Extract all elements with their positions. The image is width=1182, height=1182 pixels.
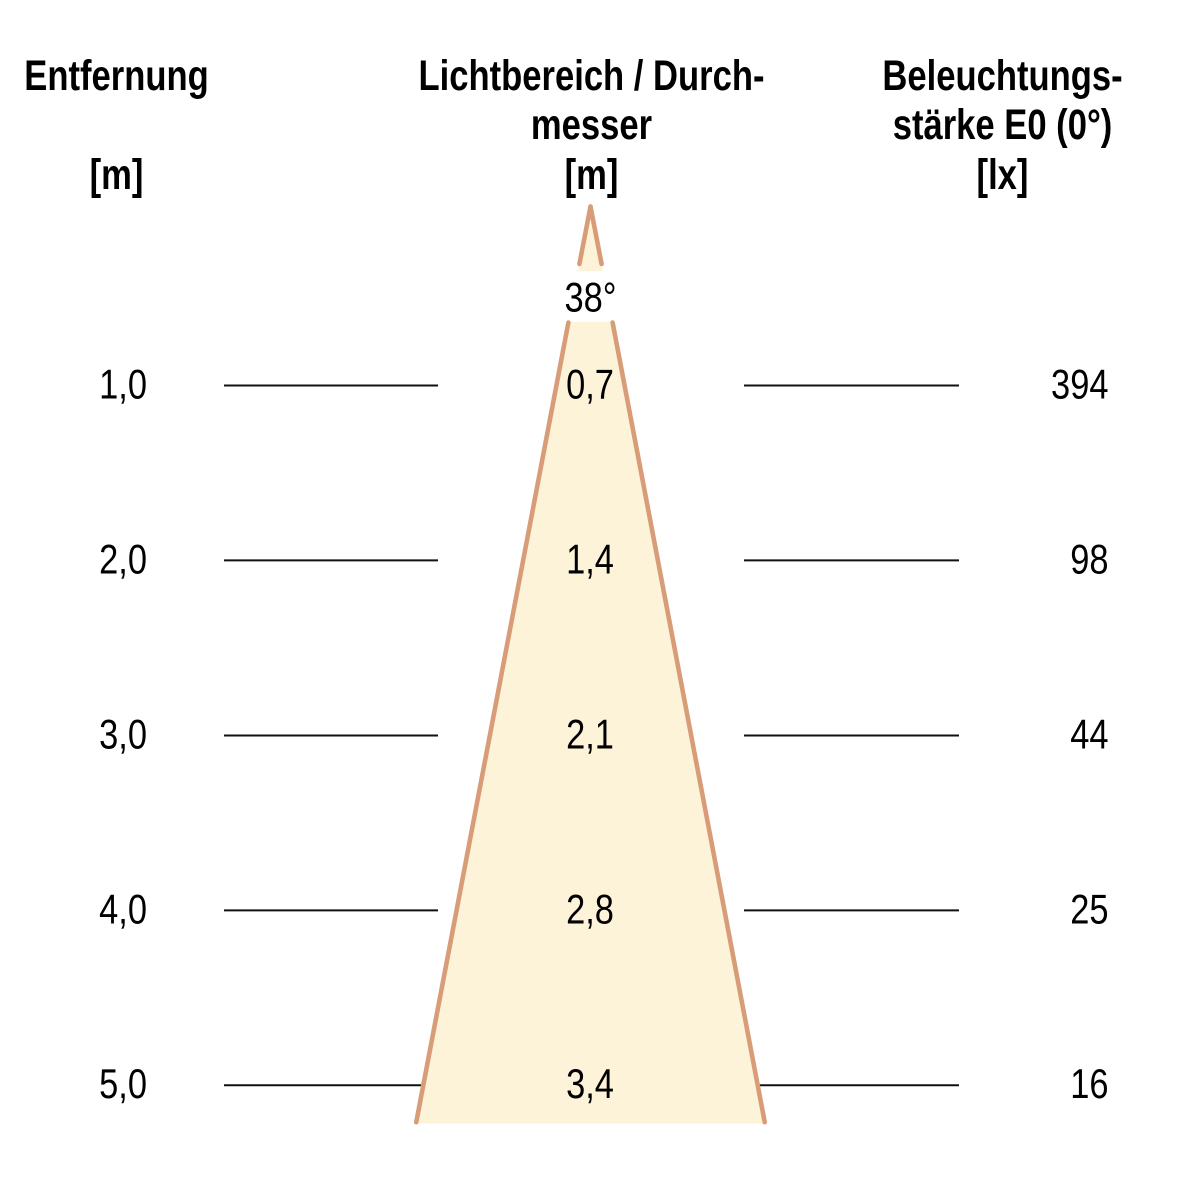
svg-text:[lx]: [lx] [977, 152, 1029, 199]
svg-text:Entfernung: Entfernung [24, 53, 208, 100]
svg-text:25: 25 [1070, 886, 1108, 933]
svg-text:4,0: 4,0 [99, 886, 147, 933]
svg-text:[m]: [m] [565, 152, 619, 199]
svg-text:messer: messer [531, 102, 652, 149]
svg-text:394: 394 [1051, 361, 1108, 408]
svg-text:44: 44 [1070, 711, 1108, 758]
svg-text:1,0: 1,0 [99, 361, 147, 408]
svg-text:2,0: 2,0 [99, 536, 147, 583]
svg-text:[m]: [m] [90, 152, 144, 199]
svg-text:3,0: 3,0 [99, 711, 147, 758]
svg-text:0,7: 0,7 [566, 361, 614, 408]
svg-text:3,4: 3,4 [566, 1061, 614, 1108]
svg-text:1,4: 1,4 [566, 536, 614, 583]
svg-text:16: 16 [1070, 1061, 1108, 1108]
svg-text:stärke E0 (0°): stärke E0 (0°) [893, 102, 1113, 149]
svg-text:5,0: 5,0 [99, 1061, 147, 1108]
svg-text:98: 98 [1070, 536, 1108, 583]
svg-text:2,1: 2,1 [566, 711, 614, 758]
svg-text:2,8: 2,8 [566, 886, 614, 933]
svg-text:Lichtbereich / Durch-: Lichtbereich / Durch- [419, 53, 765, 100]
svg-text:38°: 38° [564, 274, 616, 321]
svg-text:Beleuchtungs-: Beleuchtungs- [882, 53, 1122, 100]
